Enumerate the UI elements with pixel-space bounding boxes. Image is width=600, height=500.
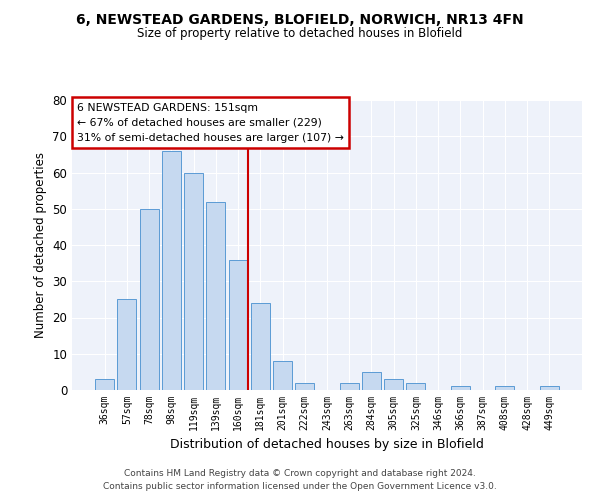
Bar bbox=[162, 151, 181, 390]
Bar bbox=[184, 172, 203, 390]
Text: Contains HM Land Registry data © Crown copyright and database right 2024.: Contains HM Land Registry data © Crown c… bbox=[124, 468, 476, 477]
Bar bbox=[451, 386, 470, 390]
Bar bbox=[140, 209, 158, 390]
Bar bbox=[206, 202, 225, 390]
Bar bbox=[251, 303, 270, 390]
Bar bbox=[295, 383, 314, 390]
Bar bbox=[406, 383, 425, 390]
Text: 6, NEWSTEAD GARDENS, BLOFIELD, NORWICH, NR13 4FN: 6, NEWSTEAD GARDENS, BLOFIELD, NORWICH, … bbox=[76, 12, 524, 26]
Bar bbox=[362, 372, 381, 390]
X-axis label: Distribution of detached houses by size in Blofield: Distribution of detached houses by size … bbox=[170, 438, 484, 452]
Bar bbox=[229, 260, 248, 390]
Text: Contains public sector information licensed under the Open Government Licence v3: Contains public sector information licen… bbox=[103, 482, 497, 491]
Bar bbox=[384, 379, 403, 390]
Bar bbox=[273, 361, 292, 390]
Bar bbox=[540, 386, 559, 390]
Bar bbox=[340, 383, 359, 390]
Bar bbox=[95, 379, 114, 390]
Text: 6 NEWSTEAD GARDENS: 151sqm
← 67% of detached houses are smaller (229)
31% of sem: 6 NEWSTEAD GARDENS: 151sqm ← 67% of deta… bbox=[77, 103, 344, 142]
Y-axis label: Number of detached properties: Number of detached properties bbox=[34, 152, 47, 338]
Text: Size of property relative to detached houses in Blofield: Size of property relative to detached ho… bbox=[137, 28, 463, 40]
Bar bbox=[118, 300, 136, 390]
Bar bbox=[496, 386, 514, 390]
